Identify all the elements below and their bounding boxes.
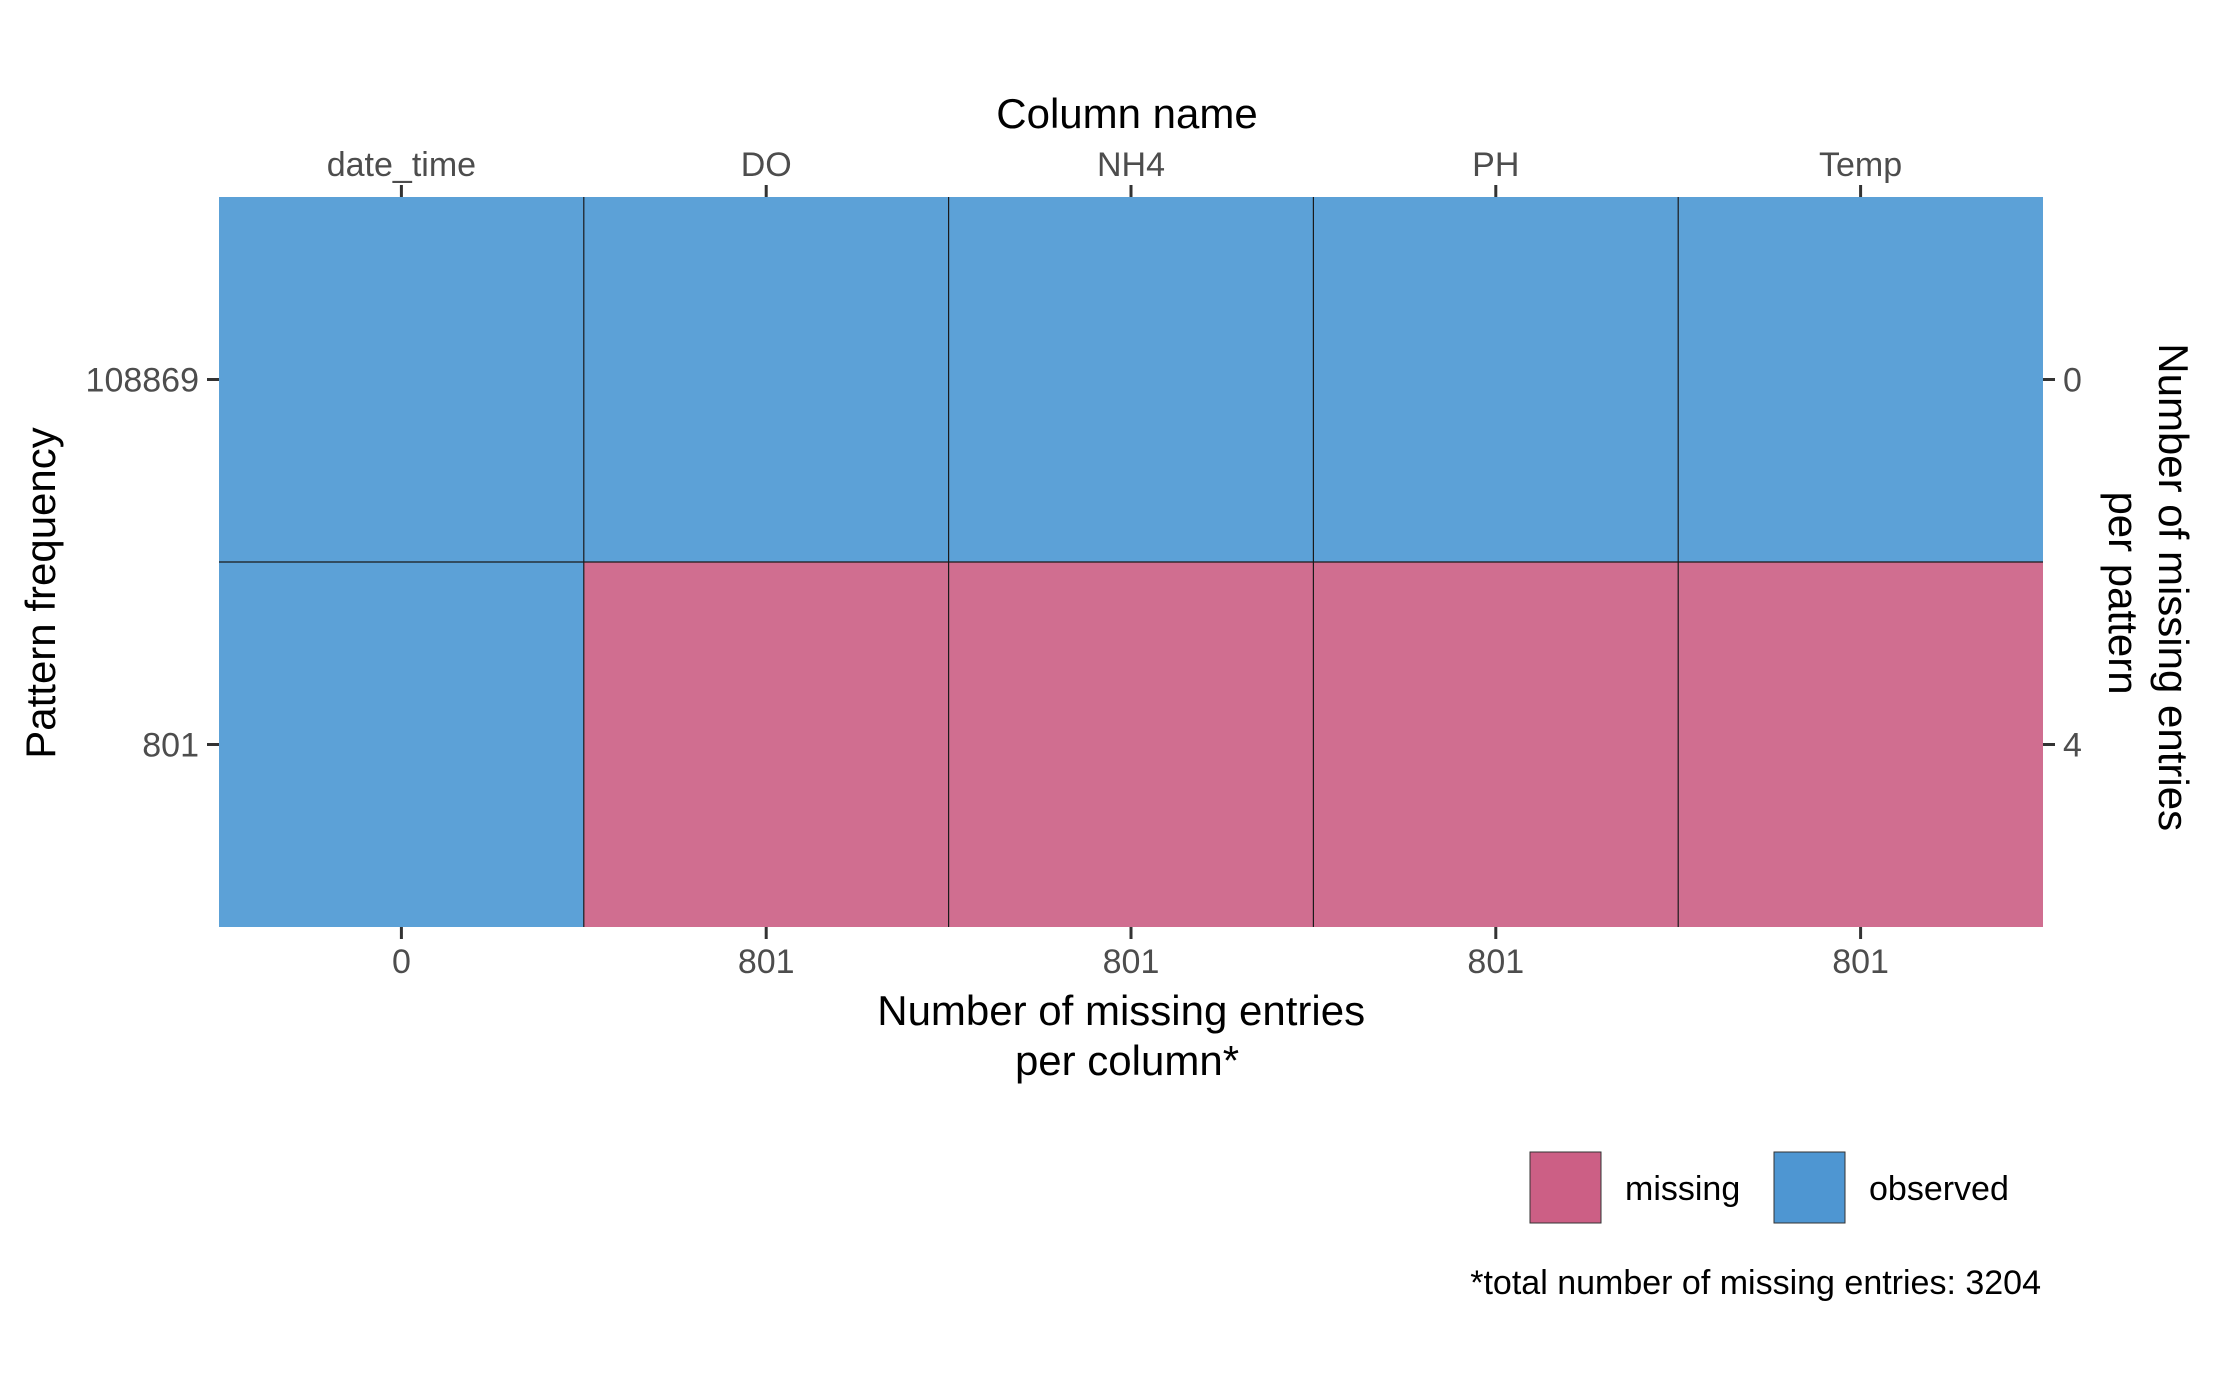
pattern-frequency-label: 801: [142, 727, 199, 765]
pattern-frequency-label: 108869: [86, 362, 199, 400]
bottom-axis-title-line-1: Number of missing entries: [877, 987, 1365, 1034]
right-axis-title: Number of missing entries per pattern: [2100, 343, 2197, 843]
heatmap-cell-missing: [1313, 562, 1679, 927]
heatmap-cell-missing: [1678, 562, 2043, 927]
column-name-label: Temp: [1819, 146, 1902, 184]
column-name-label: PH: [1472, 146, 1519, 184]
legend: missing observed: [1529, 1151, 2009, 1224]
legend-label-observed: observed: [1869, 1170, 2009, 1208]
heatmap-cell-observed: [583, 197, 949, 562]
legend-key-missing: [1529, 1151, 1602, 1224]
missing-per-column-label: 801: [1103, 943, 1160, 981]
legend-key-observed: [1773, 1151, 1846, 1224]
right-axis-title-line-2: per pattern: [2100, 491, 2147, 694]
column-name-label: NH4: [1097, 146, 1165, 184]
heatmap-cell-observed: [1678, 197, 2043, 562]
missing-per-column-label: 0: [392, 943, 411, 981]
heatmap-cell-missing: [583, 562, 949, 927]
missing-per-pattern-label: 4: [2063, 727, 2082, 765]
axis-ticks: [207, 185, 2055, 939]
bottom-axis-title-line-2: per column*: [1015, 1037, 1239, 1084]
caption: *total number of missing entries: 3204: [1470, 1264, 2041, 1302]
legend-label-missing: missing: [1625, 1170, 1740, 1208]
heatmap-cell-observed: [1313, 197, 1679, 562]
column-name-label: date_time: [327, 146, 476, 184]
missing-per-column-label: 801: [1832, 943, 1889, 981]
right-axis-title-line-1: Number of missing entries: [2150, 343, 2197, 831]
missing-per-pattern-label: 0: [2063, 362, 2082, 400]
missing-per-column-label: 801: [738, 943, 795, 981]
heatmap-cells: [219, 197, 2043, 927]
bottom-axis-title: Number of missing entries per column*: [877, 987, 1377, 1084]
column-name-label: DO: [741, 146, 792, 184]
heatmap-cell-missing: [948, 562, 1314, 927]
heatmap-cell-observed: [219, 197, 584, 562]
heatmap-cell-observed: [219, 562, 584, 927]
missing-per-column-label: 801: [1467, 943, 1524, 981]
cell-grid-lines: [219, 197, 2043, 927]
axis-labels: date_time 0 DO 801 NH4 801 PH 801 Temp 801 108869 0…: [86, 146, 2082, 981]
left-axis-title: Pattern frequency: [17, 427, 64, 759]
top-axis-title: Column name: [996, 90, 1257, 137]
heatmap-cell-observed: [948, 197, 1314, 562]
